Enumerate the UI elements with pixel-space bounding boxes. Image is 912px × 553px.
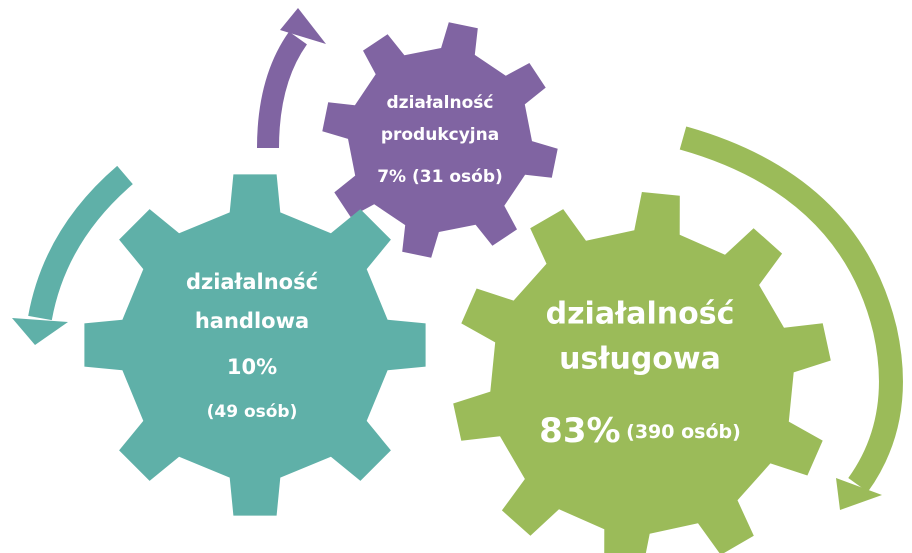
node-label: działalność bbox=[186, 270, 318, 294]
node-label: usługowa bbox=[559, 342, 721, 377]
arrow-teal bbox=[28, 165, 133, 321]
node-share: 83% bbox=[539, 411, 620, 451]
arrow-green bbox=[679, 126, 903, 493]
node-label: handlowa bbox=[195, 309, 309, 333]
node-label: działalność bbox=[387, 93, 494, 113]
arrowhead-teal bbox=[12, 318, 68, 345]
node-produkcyjna: działalność produkcyjna 7% (31 osób) bbox=[377, 93, 503, 187]
node-count: (390 osób) bbox=[626, 421, 741, 443]
node-label: działalność bbox=[546, 297, 735, 332]
gear-purple bbox=[322, 22, 558, 258]
arrowhead-green bbox=[836, 478, 882, 510]
node-label: produkcyjna bbox=[381, 125, 499, 145]
node-count: (31 osób) bbox=[412, 167, 503, 187]
gear-teal bbox=[84, 174, 426, 516]
node-share-count: 83% (390 osób) bbox=[539, 411, 741, 451]
node-count: (49 osób) bbox=[207, 402, 298, 422]
arrow-purple bbox=[257, 31, 308, 149]
gear-green bbox=[453, 192, 831, 553]
node-uslugowa: działalność usługowa 83% (390 osób) bbox=[539, 297, 741, 451]
gears bbox=[84, 22, 831, 553]
arrowhead-purple bbox=[280, 8, 326, 44]
node-share-count: 7% (31 osób) bbox=[377, 167, 503, 187]
node-share: 7% bbox=[377, 167, 406, 187]
node-share: 10% bbox=[227, 355, 277, 379]
node-handlowa: działalność handlowa 10% (49 osób) bbox=[186, 270, 318, 422]
